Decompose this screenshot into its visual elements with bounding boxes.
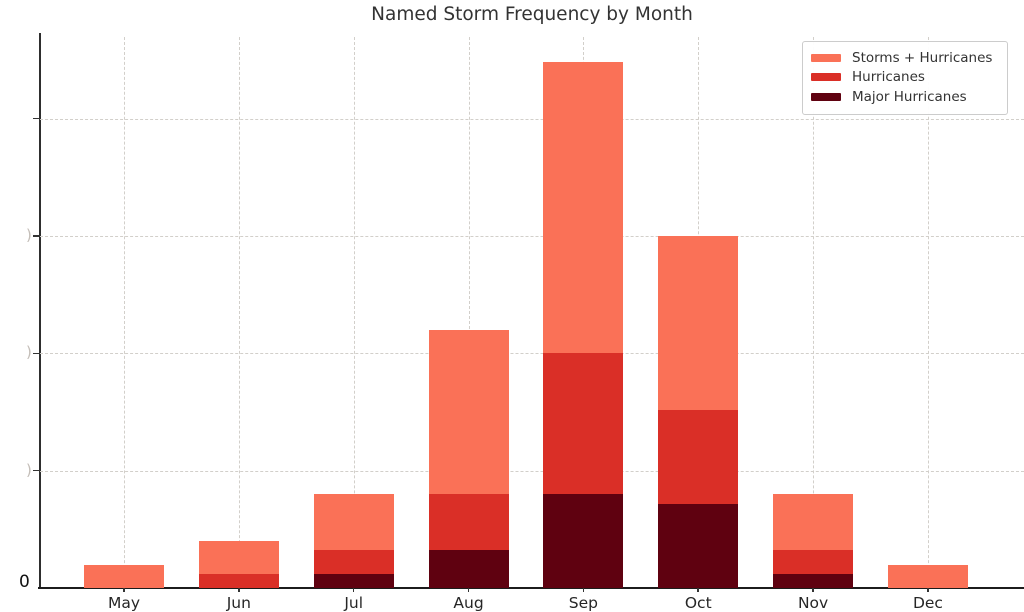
x-axis-label-aug: Aug [453,594,484,612]
bar-jun-hurricanes [198,573,279,588]
bar-nov-major-hurricanes [773,573,854,588]
y-tick-50 [33,352,40,355]
y-axis-clipped-label-fragment: ) [26,460,32,479]
x-tick-oct [697,588,700,592]
x-axis-spine [38,587,1024,589]
x-gridline-aug [468,37,470,588]
y-axis-clipped-label-fragment: ) [26,225,32,244]
x-gridline-may [124,37,125,588]
x-axis-label-dec: Dec [912,594,943,612]
bar-jul-major-hurricanes [313,573,394,588]
y-axis-clipped-label-fragment: ) [26,343,32,362]
bar-oct-major-hurricanes [658,503,739,588]
y-tick-25 [33,469,40,472]
legend-item-major-hurricanes: Major Hurricanes [811,87,999,107]
x-axis-label-oct: Oct [684,594,712,612]
x-axis-label-may: May [107,594,141,612]
x-gridline-jul [353,37,355,588]
legend-color-patch [811,92,841,101]
y-gridline-25 [40,470,1024,472]
legend: Storms + Hurricanes Hurricanes Major Hurri… [802,41,1008,115]
legend-label: Storms + Hurricanes [852,49,993,66]
legend-item-storms-hurricanes: Storms + Hurricanes [811,48,999,68]
x-tick-jul [352,588,355,592]
legend-color-patch [811,73,841,82]
legend-label: Hurricanes [852,69,925,86]
x-tick-dec [927,588,929,592]
y-gridline-50 [40,353,1024,355]
x-gridline-jun [238,37,240,588]
chart-title: Named Storm Frequency by Month [371,4,693,25]
x-tick-jun [238,588,240,592]
bar-may-storms-hurricanes [84,564,164,588]
x-axis-label-jul: Jul [344,594,364,612]
x-axis-label-nov: Nov [797,594,829,612]
y-gridline-100 [40,118,1024,120]
x-tick-aug [467,588,470,592]
bar-aug-major-hurricanes [428,550,509,588]
y-gridline-75 [40,235,1024,237]
x-tick-sep [582,588,585,592]
y-axis-tick-label-zero: 0 [19,572,30,592]
x-axis-label-jun: Jun [226,594,251,612]
legend-color-patch [811,53,841,62]
x-gridline-nov [813,37,815,588]
x-tick-nov [812,588,814,592]
bar-sep-major-hurricanes [543,494,624,588]
x-gridline-dec [927,37,929,588]
plot-area: May Jun Jul Aug Sep Oct Nov Dec [33,37,1024,612]
legend-item-hurricanes: Hurricanes [811,68,999,88]
bar-dec-storms-hurricanes [887,564,968,588]
y-tick-75 [33,235,40,237]
y-tick-100 [33,117,40,120]
y-axis-spine [39,33,41,589]
x-tick-may [123,588,125,592]
x-axis-label-sep: Sep [568,594,598,612]
legend-label: Major Hurricanes [852,88,967,105]
